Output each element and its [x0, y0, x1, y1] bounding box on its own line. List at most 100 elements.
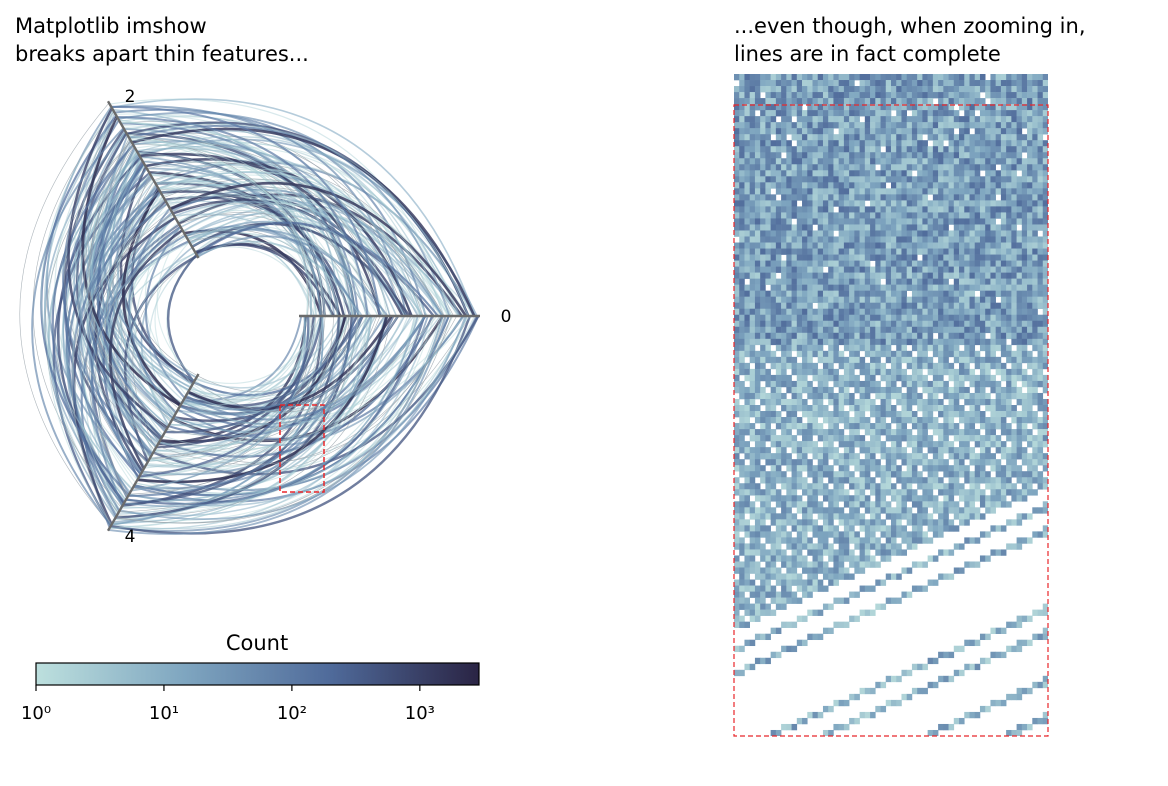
pixel [750, 261, 756, 267]
pixel [833, 622, 839, 628]
pixel [839, 303, 845, 309]
pixel [765, 291, 771, 297]
pixel [959, 393, 965, 399]
pixel [1006, 501, 1012, 507]
pixel [771, 411, 777, 417]
pixel [828, 501, 834, 507]
pixel [833, 170, 839, 176]
pixel [786, 224, 792, 230]
pixel [980, 417, 986, 423]
pixel [739, 273, 745, 279]
pixel [996, 483, 1002, 489]
pixel [739, 182, 745, 188]
pixel [990, 423, 996, 429]
pixel [792, 243, 798, 249]
pixel [760, 580, 766, 586]
pixel [844, 531, 850, 537]
pixel [1017, 188, 1023, 194]
pixel [1022, 471, 1028, 477]
pixel [964, 92, 970, 98]
pixel [797, 525, 803, 531]
pixel [985, 116, 991, 122]
pixel [954, 393, 960, 399]
pixel [954, 387, 960, 393]
pixel [781, 164, 787, 170]
pixel [786, 586, 792, 592]
pixel [975, 303, 981, 309]
pixel [865, 465, 871, 471]
pixel [996, 423, 1002, 429]
pixel [849, 694, 855, 700]
pixel [849, 574, 855, 580]
pixel [865, 74, 871, 80]
pixel [760, 555, 766, 561]
pixel [755, 170, 761, 176]
pixel [818, 230, 824, 236]
pixel [797, 561, 803, 567]
pixel [844, 315, 850, 321]
pixel [797, 303, 803, 309]
pixel [964, 152, 970, 158]
pixel [844, 495, 850, 501]
pixel [797, 273, 803, 279]
pixel [964, 110, 970, 116]
pixel [1001, 351, 1007, 357]
pixel [781, 459, 787, 465]
pixel [870, 140, 876, 146]
pixel [949, 345, 955, 351]
pixel [792, 261, 798, 267]
pixel [786, 555, 792, 561]
pixel [912, 459, 918, 465]
pixel [765, 110, 771, 116]
pixel [849, 236, 855, 242]
pixel [912, 399, 918, 405]
pixel [980, 128, 986, 134]
pixel [765, 399, 771, 405]
pixel [1027, 134, 1033, 140]
pixel [813, 495, 819, 501]
pixel [1001, 321, 1007, 327]
pixel [786, 567, 792, 573]
pixel [933, 447, 939, 453]
pixel [833, 212, 839, 218]
pixel [870, 164, 876, 170]
pixel [781, 194, 787, 200]
pixel [854, 146, 860, 152]
pixel [739, 291, 745, 297]
pixel [755, 315, 761, 321]
pixel [975, 459, 981, 465]
pixel [912, 303, 918, 309]
pixel [750, 182, 756, 188]
pixel [975, 471, 981, 477]
pixel [755, 176, 761, 182]
pixel [760, 441, 766, 447]
pixel [964, 495, 970, 501]
pixel [1027, 236, 1033, 242]
pixel [860, 549, 866, 555]
pixel [912, 110, 918, 116]
pixel [781, 477, 787, 483]
pixel [755, 249, 761, 255]
pixel [870, 146, 876, 152]
pixel [896, 140, 902, 146]
pixel [818, 206, 824, 212]
pixel [954, 718, 960, 724]
pixel [771, 333, 777, 339]
pixel [760, 140, 766, 146]
pixel [881, 80, 887, 86]
pixel [765, 80, 771, 86]
pixel [912, 273, 918, 279]
pixel [792, 182, 798, 188]
pixel [823, 243, 829, 249]
pixel [771, 453, 777, 459]
pixel [771, 381, 777, 387]
pixel [896, 86, 902, 92]
pixel [1001, 453, 1007, 459]
pixel [734, 646, 740, 652]
pixel [755, 339, 761, 345]
pixel [797, 405, 803, 411]
pixel [875, 273, 881, 279]
pixel [750, 339, 756, 345]
pixel [980, 243, 986, 249]
pixel [854, 465, 860, 471]
